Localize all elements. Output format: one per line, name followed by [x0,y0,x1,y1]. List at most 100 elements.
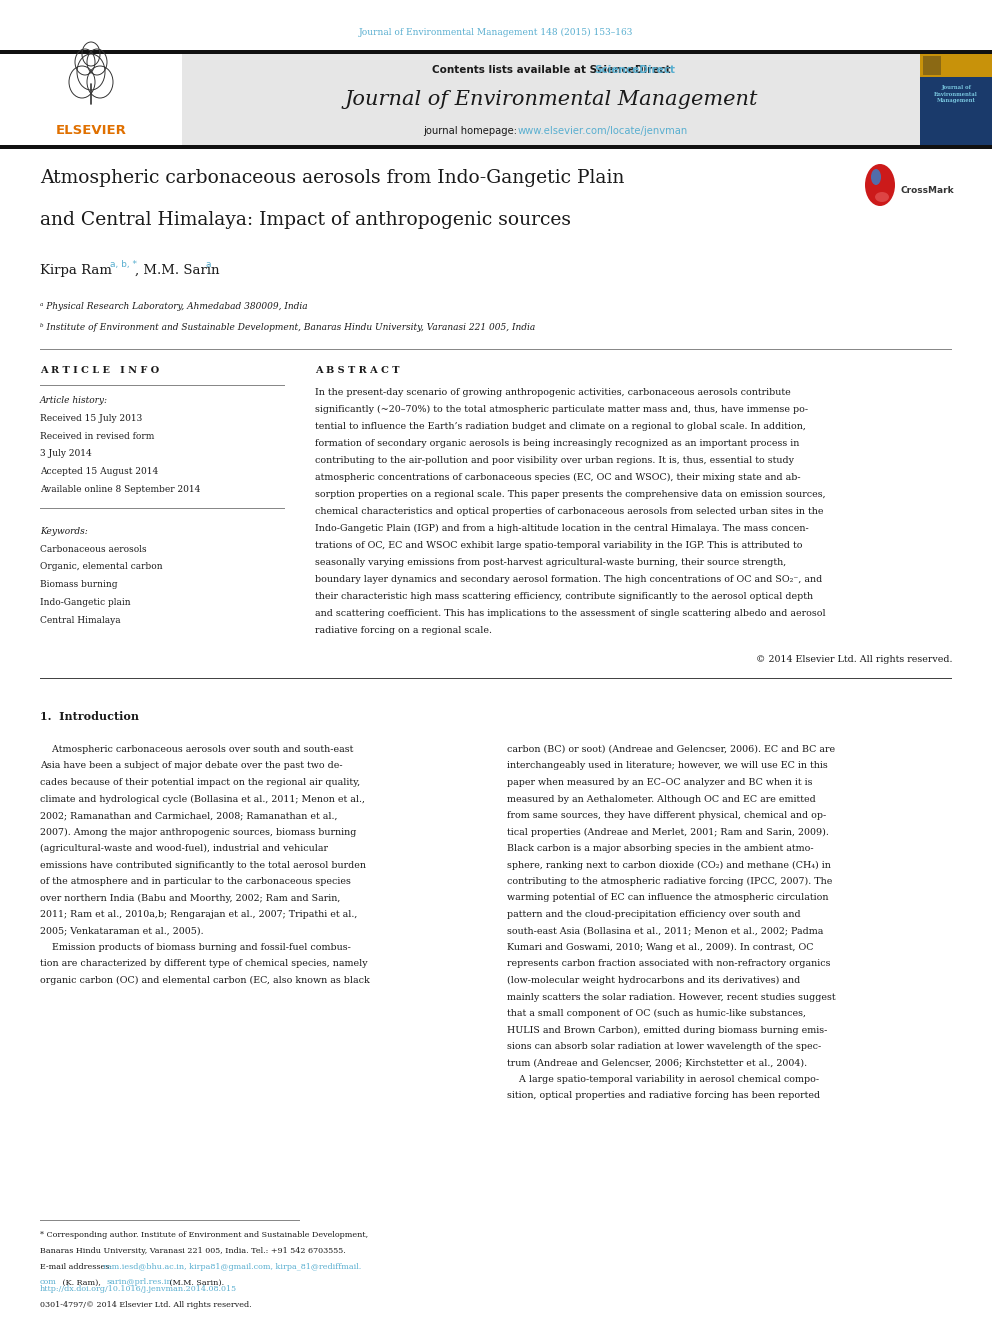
Text: In the present-day scenario of growing anthropogenic activities, carbonaceous ae: In the present-day scenario of growing a… [315,388,791,397]
Bar [920,54,992,77]
Text: sorption properties on a regional scale. This paper presents the comprehensive d: sorption properties on a regional scale.… [315,490,825,499]
Text: tion are characterized by different type of chemical species, namely: tion are characterized by different type… [40,959,368,968]
Text: Central Himalaya: Central Himalaya [40,615,121,624]
Text: * Corresponding author. Institute of Environment and Sustainable Development,: * Corresponding author. Institute of Env… [40,1230,368,1240]
Text: Journal of
Environmental
Management: Journal of Environmental Management [934,85,978,103]
Text: contributing to the atmospheric radiative forcing (IPCC, 2007). The: contributing to the atmospheric radiativ… [507,877,832,886]
Text: tical properties (Andreae and Merlet, 2001; Ram and Sarin, 2009).: tical properties (Andreae and Merlet, 20… [507,827,829,836]
Bar [182,54,920,146]
Text: sions can absorb solar radiation at lower wavelength of the spec-: sions can absorb solar radiation at lowe… [507,1043,821,1050]
Text: 0301-4797/© 2014 Elsevier Ltd. All rights reserved.: 0301-4797/© 2014 Elsevier Ltd. All right… [40,1301,252,1308]
Text: 2007). Among the major anthropogenic sources, biomass burning: 2007). Among the major anthropogenic sou… [40,827,356,836]
Text: © 2014 Elsevier Ltd. All rights reserved.: © 2014 Elsevier Ltd. All rights reserved… [756,655,952,664]
Bar [0,146,992,149]
Text: A R T I C L E   I N F O: A R T I C L E I N F O [40,366,159,374]
Text: ᵃ Physical Research Laboratory, Ahmedabad 380009, India: ᵃ Physical Research Laboratory, Ahmedaba… [40,302,308,311]
Text: Kumari and Goswami, 2010; Wang et al., 2009). In contrast, OC: Kumari and Goswami, 2010; Wang et al., 2… [507,943,813,953]
Text: pattern and the cloud-precipitation efficiency over south and: pattern and the cloud-precipitation effi… [507,910,801,919]
Text: Keywords:: Keywords: [40,527,87,536]
Text: Black carbon is a major absorbing species in the ambient atmo-: Black carbon is a major absorbing specie… [507,844,813,853]
Bar [0,50,992,54]
Text: from same sources, they have different physical, chemical and op-: from same sources, they have different p… [507,811,826,820]
Text: journal homepage:: journal homepage: [424,126,521,136]
Text: A B S T R A C T: A B S T R A C T [315,366,400,374]
Text: 3 July 2014: 3 July 2014 [40,450,91,458]
Text: Indo-Gangetic Plain (IGP) and from a high-altitude location in the central Himal: Indo-Gangetic Plain (IGP) and from a hig… [315,524,808,533]
Text: trations of OC, EC and WSOC exhibit large spatio-temporal variability in the IGP: trations of OC, EC and WSOC exhibit larg… [315,541,803,550]
Text: and Central Himalaya: Impact of anthropogenic sources: and Central Himalaya: Impact of anthropo… [40,210,571,229]
Text: paper when measured by an EC–OC analyzer and BC when it is: paper when measured by an EC–OC analyzer… [507,778,812,787]
Text: 2002; Ramanathan and Carmichael, 2008; Ramanathan et al.,: 2002; Ramanathan and Carmichael, 2008; R… [40,811,337,820]
Text: 2011; Ram et al., 2010a,b; Rengarajan et al., 2007; Tripathi et al.,: 2011; Ram et al., 2010a,b; Rengarajan et… [40,910,357,919]
Text: south-east Asia (Bollasina et al., 2011; Menon et al., 2002; Padma: south-east Asia (Bollasina et al., 2011;… [507,926,823,935]
Text: ram.iesd@bhu.ac.in, kirpa81@gmail.com, kirpa_81@rediffmail.: ram.iesd@bhu.ac.in, kirpa81@gmail.com, k… [103,1262,361,1270]
Text: Article history:: Article history: [40,396,108,405]
Text: CrossMark: CrossMark [900,187,953,196]
Text: sphere, ranking next to carbon dioxide (CO₂) and methane (CH₄) in: sphere, ranking next to carbon dioxide (… [507,860,831,869]
Text: (M.M. Sarin).: (M.M. Sarin). [167,1278,224,1286]
Text: that a small component of OC (such as humic-like substances,: that a small component of OC (such as hu… [507,1009,806,1019]
Text: contributing to the air-pollution and poor visibility over urban regions. It is,: contributing to the air-pollution and po… [315,456,794,464]
Text: Journal of Environmental Management: Journal of Environmental Management [344,90,758,108]
Text: their characteristic high mass scattering efficiency, contribute significantly t: their characteristic high mass scatterin… [315,591,813,601]
Text: tential to influence the Earth’s radiation budget and climate on a regional to g: tential to influence the Earth’s radiati… [315,422,806,431]
Text: ᵇ Institute of Environment and Sustainable Development, Banaras Hindu University: ᵇ Institute of Environment and Sustainab… [40,323,536,332]
Text: over northern India (Babu and Moorthy, 2002; Ram and Sarin,: over northern India (Babu and Moorthy, 2… [40,893,340,902]
Bar [0,54,182,146]
Text: chemical characteristics and optical properties of carbonaceous aerosols from se: chemical characteristics and optical pro… [315,507,823,516]
Ellipse shape [865,164,895,206]
Text: Indo-Gangetic plain: Indo-Gangetic plain [40,598,131,607]
Text: 1.  Introduction: 1. Introduction [40,710,139,722]
Text: represents carbon fraction associated with non-refractory organics: represents carbon fraction associated wi… [507,959,830,968]
Text: Kirpa Ram: Kirpa Ram [40,265,112,277]
Text: warming potential of EC can influence the atmospheric circulation: warming potential of EC can influence th… [507,893,828,902]
Text: Banaras Hindu University, Varanasi 221 005, India. Tel.: +91 542 6703555.: Banaras Hindu University, Varanasi 221 0… [40,1246,346,1254]
Ellipse shape [875,192,889,202]
Text: 2005; Venkataraman et al., 2005).: 2005; Venkataraman et al., 2005). [40,926,203,935]
Text: mainly scatters the solar radiation. However, recent studies suggest: mainly scatters the solar radiation. How… [507,992,835,1002]
Text: Carbonaceous aerosols: Carbonaceous aerosols [40,545,147,553]
Text: ELSEVIER: ELSEVIER [56,124,126,138]
Text: a: a [205,261,210,269]
Text: sarin@prl.res.in: sarin@prl.res.in [106,1278,172,1286]
Text: Accepted 15 August 2014: Accepted 15 August 2014 [40,467,159,476]
Text: (agricultural-waste and wood-fuel), industrial and vehicular: (agricultural-waste and wood-fuel), indu… [40,844,328,853]
Text: significantly (~20–70%) to the total atmospheric particulate matter mass and, th: significantly (~20–70%) to the total atm… [315,405,808,414]
Text: com: com [40,1278,57,1286]
Text: interchangeably used in literature; however, we will use EC in this: interchangeably used in literature; howe… [507,762,827,770]
Text: Emission products of biomass burning and fossil-fuel combus-: Emission products of biomass burning and… [40,943,351,953]
Text: and scattering coefficient. This has implications to the assessment of single sc: and scattering coefficient. This has imp… [315,609,825,618]
Text: atmospheric concentrations of carbonaceous species (EC, OC and WSOC), their mixi: atmospheric concentrations of carbonaceo… [315,474,801,482]
Text: emissions have contributed significantly to the total aerosol burden: emissions have contributed significantly… [40,860,366,869]
Text: radiative forcing on a regional scale.: radiative forcing on a regional scale. [315,626,492,635]
Text: a, b, *: a, b, * [110,261,137,269]
Text: www.elsevier.com/locate/jenvman: www.elsevier.com/locate/jenvman [517,126,687,136]
Text: Contents lists available at ScienceDirect: Contents lists available at ScienceDirec… [432,65,671,75]
Text: E-mail addresses:: E-mail addresses: [40,1262,115,1270]
Text: Asia have been a subject of major debate over the past two de-: Asia have been a subject of major debate… [40,762,342,770]
Text: A large spatio-temporal variability in aerosol chemical compo-: A large spatio-temporal variability in a… [507,1076,819,1084]
Text: Journal of Environmental Management 148 (2015) 153–163: Journal of Environmental Management 148 … [359,28,633,37]
Text: HULIS and Brown Carbon), emitted during biomass burning emis-: HULIS and Brown Carbon), emitted during … [507,1025,827,1035]
Text: http://dx.doi.org/10.1016/j.jenvman.2014.08.015: http://dx.doi.org/10.1016/j.jenvman.2014… [40,1285,237,1293]
Text: (low-molecular weight hydrocarbons and its derivatives) and: (low-molecular weight hydrocarbons and i… [507,976,801,986]
Text: ScienceDirect: ScienceDirect [594,65,676,75]
Text: Organic, elemental carbon: Organic, elemental carbon [40,562,163,572]
Text: Received 15 July 2013: Received 15 July 2013 [40,414,142,423]
Text: (K. Ram),: (K. Ram), [60,1278,103,1286]
Text: Atmospheric carbonaceous aerosols over south and south-east: Atmospheric carbonaceous aerosols over s… [40,745,353,754]
Text: organic carbon (OC) and elemental carbon (EC, also known as black: organic carbon (OC) and elemental carbon… [40,976,370,986]
Text: formation of secondary organic aerosols is being increasingly recognized as an i: formation of secondary organic aerosols … [315,439,800,448]
Text: Biomass burning: Biomass burning [40,581,117,589]
Text: trum (Andreae and Gelencser, 2006; Kirchstetter et al., 2004).: trum (Andreae and Gelencser, 2006; Kirch… [507,1058,807,1068]
Text: cades because of their potential impact on the regional air quality,: cades because of their potential impact … [40,778,360,787]
Bar [923,57,941,75]
Text: boundary layer dynamics and secondary aerosol formation. The high concentrations: boundary layer dynamics and secondary ae… [315,576,822,583]
Text: climate and hydrological cycle (Bollasina et al., 2011; Menon et al.,: climate and hydrological cycle (Bollasin… [40,795,365,803]
Text: Atmospheric carbonaceous aerosols from Indo-Gangetic Plain: Atmospheric carbonaceous aerosols from I… [40,169,624,187]
Text: seasonally varying emissions from post-harvest agricultural-waste burning, their: seasonally varying emissions from post-h… [315,558,787,568]
Text: carbon (BC) or soot) (Andreae and Gelencser, 2006). EC and BC are: carbon (BC) or soot) (Andreae and Gelenc… [507,745,835,754]
Text: of the atmosphere and in particular to the carbonaceous species: of the atmosphere and in particular to t… [40,877,351,886]
Text: , M.M. Sarin: , M.M. Sarin [135,265,219,277]
Ellipse shape [871,169,881,185]
